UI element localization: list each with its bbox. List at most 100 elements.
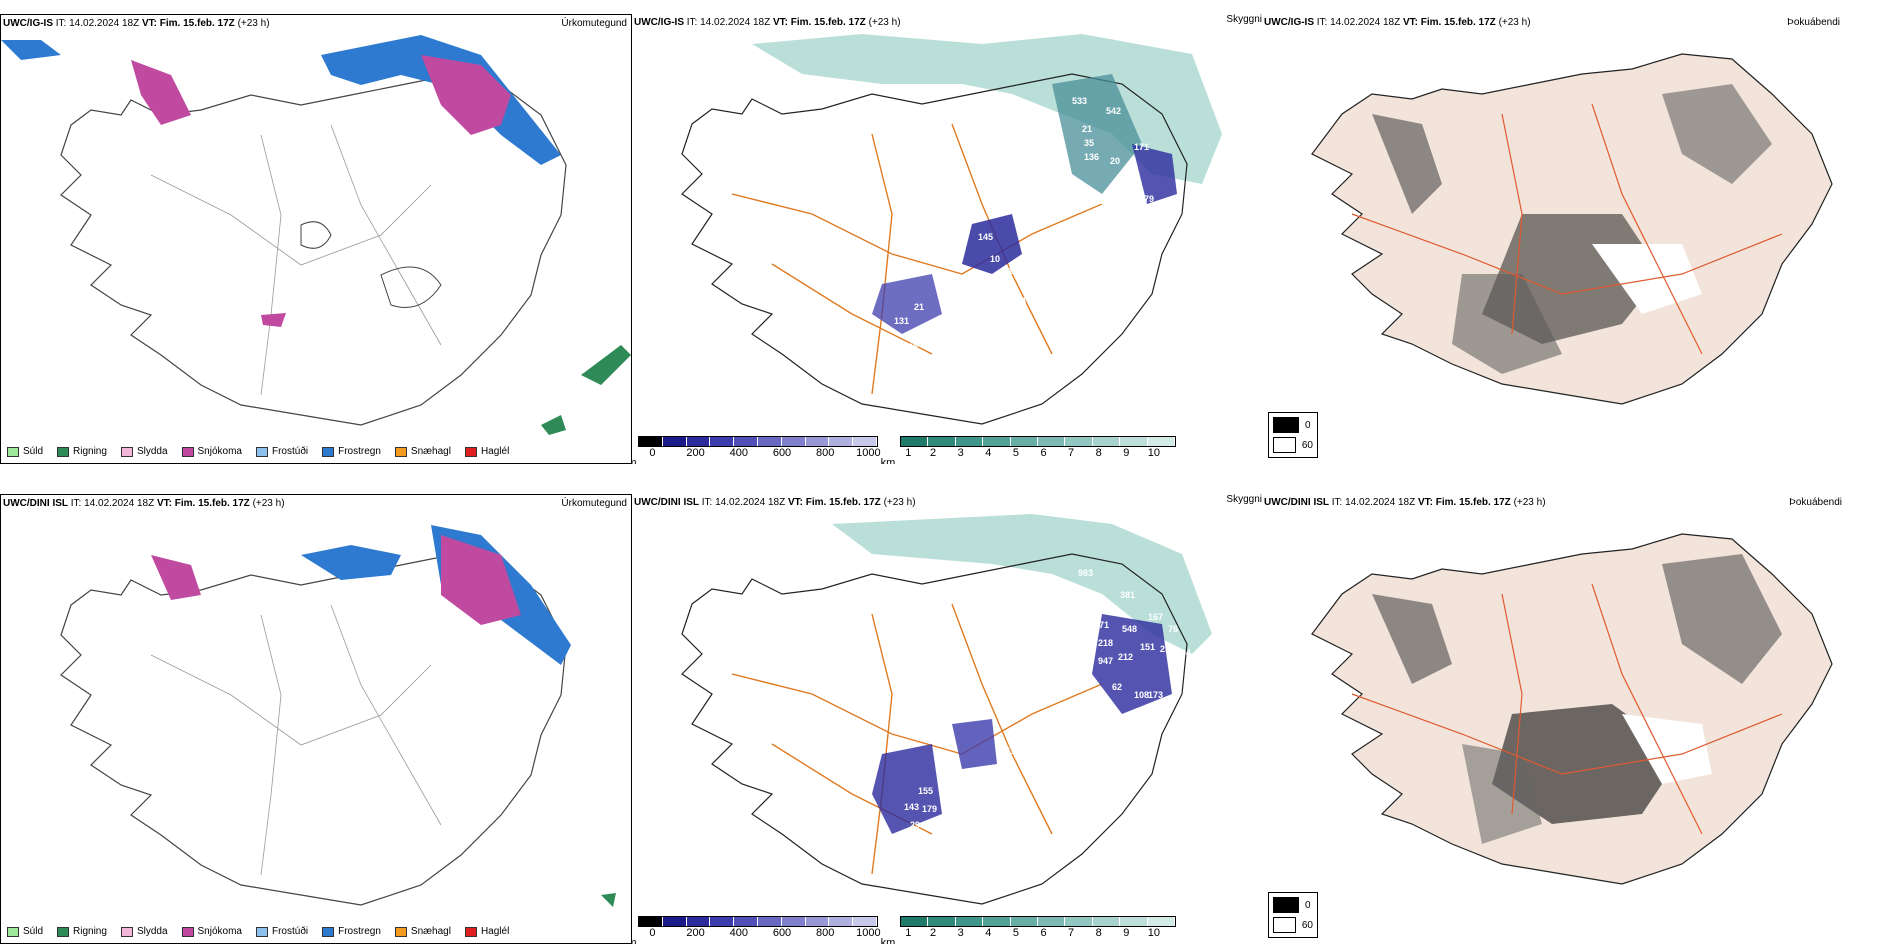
vis-value: 542 <box>1106 106 1121 116</box>
tick-label: 2 <box>930 447 937 459</box>
height-unit: m <box>632 457 637 464</box>
tick-label: 3 <box>957 927 964 939</box>
tick-label: 800 <box>816 447 835 459</box>
tick-label: 400 <box>729 927 748 939</box>
vis-value: 548 <box>1122 624 1137 634</box>
legend-item: Haglél <box>464 926 509 937</box>
tick-label: 1 <box>905 927 912 939</box>
vis-value: 21 <box>1082 124 1092 134</box>
height-colorbar-1: m 0 200 400 600 800 1000 <box>632 436 881 464</box>
fog-map-2 <box>1311 533 1833 885</box>
precip-title-2: UWC/DINI ISL IT: 14.02.2024 18Z VT: Fim.… <box>3 498 285 509</box>
precip-title-1: UWC/IG-IS IT: 14.02.2024 18Z VT: Fim. 15… <box>3 18 270 29</box>
vis-value: 13 <box>1120 190 1130 200</box>
tick-label: 1000 <box>856 927 881 939</box>
tick-label: 4 <box>985 447 992 459</box>
colorbar-swatches <box>638 916 878 927</box>
vis-value: 171 <box>1134 142 1149 152</box>
legend-item: Haglél <box>464 446 509 457</box>
vis-value: 20 <box>1110 156 1120 166</box>
tick-label: 200 <box>686 927 705 939</box>
fog-legend-value: 60 <box>1301 919 1313 931</box>
visibility-map-2: 389 983 780 381 571 548 167 76 218 25 15… <box>681 514 1212 905</box>
visibility-panel-1: UWC/IG-IS IT: 14.02.2024 18Z VT: Fim. 15… <box>632 14 1262 464</box>
legend-item: Súld <box>7 926 43 937</box>
vis-value: 983 <box>1078 568 1093 578</box>
vis-value: 116 <box>1006 746 1021 756</box>
visibility-panel-2: UWC/DINI ISL IT: 14.02.2024 18Z VT: Fim.… <box>632 494 1262 944</box>
tick-label: 0 <box>649 447 656 459</box>
legend-item: Snæhagl <box>394 926 451 937</box>
vis-value: 151 <box>1140 642 1155 652</box>
height-colorbar-2: m 0 200 400 600 800 1000 <box>632 916 881 944</box>
precip-panel-2: UWC/DINI ISL IT: 14.02.2024 18Z VT: Fim.… <box>0 494 632 944</box>
tick-label: 6 <box>1040 447 1047 459</box>
tick-label: 400 <box>729 447 748 459</box>
tick-label: 7 <box>1068 447 1075 459</box>
vis-value: 131 <box>894 316 909 326</box>
vis-value: 60 <box>1002 282 1012 292</box>
fog-title-1: UWC/IG-IS IT: 14.02.2024 18Z VT: Fim. 15… <box>1264 17 1531 28</box>
fog-legend-2: 0 60 <box>1268 892 1318 938</box>
vis-value: 179 <box>922 804 937 814</box>
iceland-outline <box>60 74 567 426</box>
tick-label: 1000 <box>856 447 881 459</box>
vis-value: 143 <box>904 802 919 812</box>
vis-value: 30 <box>780 344 790 354</box>
tick-label: 6 <box>1040 927 1047 939</box>
legend-item: Frostúði <box>255 926 308 937</box>
fog-legend-value: 0 <box>1305 419 1311 431</box>
vis-value: 389 <box>782 570 797 580</box>
fog-legend-value: 60 <box>1301 439 1313 451</box>
precip-legend-2: Súld Rigning Slydda Snjókoma Frostúði Fr… <box>7 926 509 937</box>
vis-value: 194 <box>1176 648 1191 658</box>
vis-value: 131 <box>994 298 1009 308</box>
visibility-title-2: UWC/DINI ISL IT: 14.02.2024 18Z VT: Fim.… <box>634 497 916 508</box>
visibility-map-1: 533 21 542 35 136 20 171 206 13 79 145 1… <box>681 34 1222 425</box>
precip-legend-1: Súld Rigning Slydda Snjókoma Frostúði Fr… <box>7 446 509 457</box>
colorbar-swatches <box>900 436 1176 447</box>
vis-value: 29 <box>910 820 920 830</box>
colorbar-swatches <box>900 916 1176 927</box>
vis-value: 533 <box>1072 96 1087 106</box>
precip-map-2 <box>60 525 616 907</box>
vis-value: 381 <box>1120 590 1135 600</box>
visibility-label-1: Skyggni <box>1226 14 1262 25</box>
visibility-colorbar-1: km 1 2 3 4 5 6 7 8 9 10 <box>881 436 1176 464</box>
tick-label: 9 <box>1123 927 1130 939</box>
visibility-unit: km <box>880 937 896 944</box>
visibility-title-1: UWC/IG-IS IT: 14.02.2024 18Z VT: Fim. 15… <box>634 17 901 28</box>
vis-value: 108 <box>1134 690 1149 700</box>
colorbar-swatches <box>638 436 878 447</box>
fog-label-2: Þokuábendi <box>1789 497 1842 508</box>
legend-item: Snjókoma <box>181 926 242 937</box>
fog-legend-value: 0 <box>1305 899 1311 911</box>
fog-title-2: UWC/DINI ISL IT: 14.02.2024 18Z VT: Fim.… <box>1264 497 1546 508</box>
legend-item: Snæhagl <box>394 446 451 457</box>
tick-label: 10 <box>1147 927 1161 939</box>
legend-item: Frostúði <box>255 446 308 457</box>
tick-label: 8 <box>1095 447 1102 459</box>
vis-value: 35 <box>908 342 918 352</box>
vis-value: 571 <box>1094 620 1109 630</box>
vis-value: 76 <box>1168 624 1178 634</box>
legend-item: Frostregn <box>322 926 381 937</box>
tick-label: 4 <box>985 927 992 939</box>
vis-value: 218 <box>1098 638 1113 648</box>
vis-value: 145 <box>978 232 993 242</box>
vis-value: 947 <box>1098 656 1113 666</box>
fog-label-1: Þokuábendi <box>1787 17 1840 28</box>
tick-label: 5 <box>1012 447 1019 459</box>
vis-value: 79 <box>1144 194 1154 204</box>
tick-label: 9 <box>1123 447 1130 459</box>
fog-panel-1: UWC/IG-IS IT: 14.02.2024 18Z VT: Fim. 15… <box>1262 14 1900 464</box>
tick-label: 2 <box>930 927 937 939</box>
vis-value: 12 <box>764 362 774 372</box>
tick-label: 5 <box>1012 927 1019 939</box>
tick-label: 200 <box>686 447 705 459</box>
visibility-colorbar-2: km 1 2 3 4 5 6 7 8 9 10 <box>881 916 1176 944</box>
legend-item: Frostregn <box>322 446 381 457</box>
fog-map-1 <box>1311 53 1833 405</box>
tick-label: 8 <box>1095 927 1102 939</box>
vis-value: 35 <box>1084 138 1094 148</box>
